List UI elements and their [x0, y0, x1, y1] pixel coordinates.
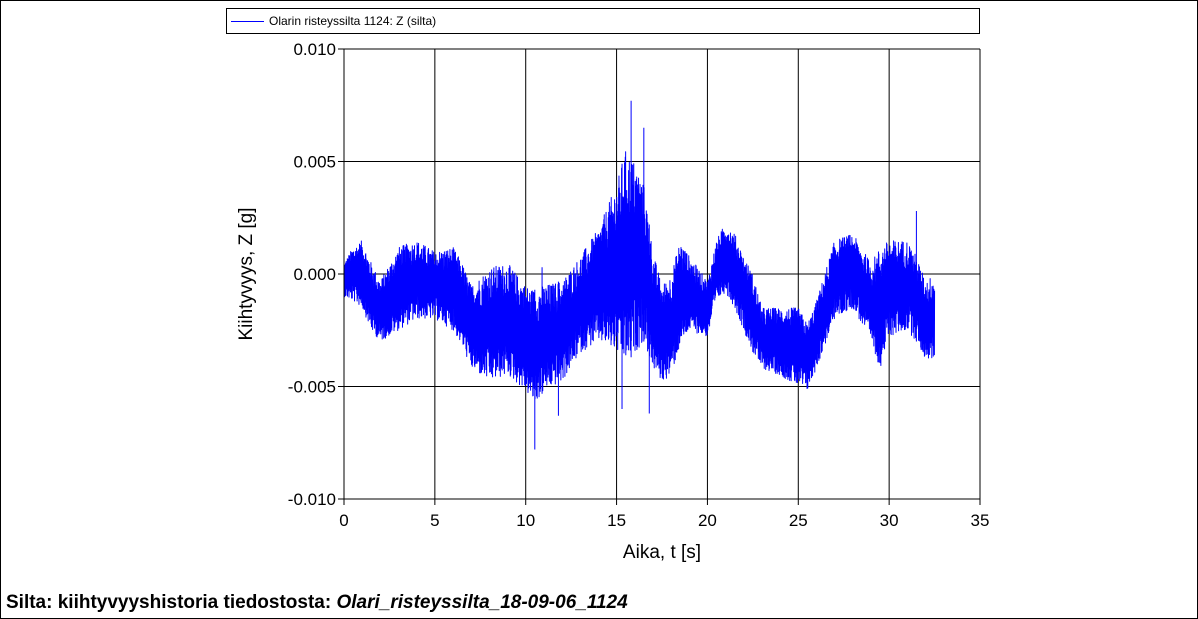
- y-tick-label: -0.005: [288, 378, 336, 397]
- y-tick-label: 0.000: [293, 265, 336, 284]
- y-tick-label: -0.010: [288, 490, 336, 509]
- figure-caption: Silta: kiihtyvyyshistoria tiedostosta: O…: [6, 592, 628, 614]
- tick-labels: 0 5 10 15 20 25 30 35 -0.010 -0.005 0.000 0.005 0.01…: [288, 40, 990, 530]
- series-layer: [343, 100, 936, 450]
- series-line: [343, 100, 936, 450]
- x-tick-label: 10: [516, 511, 535, 530]
- x-tick-label: 15: [607, 511, 626, 530]
- x-axis-label: Aika, t [s]: [623, 542, 701, 563]
- legend-series-label: Olarin risteyssilta 1124: Z (silta): [269, 14, 437, 28]
- y-axis-label: Kiihtyvyys, Z [g]: [236, 207, 257, 340]
- y-tick-label: 0.005: [293, 153, 336, 172]
- y-tick-label: 0.010: [293, 40, 336, 59]
- caption-filename: Olari_risteyssilta_18-09-06_1124: [336, 592, 628, 613]
- axes: [338, 48, 981, 505]
- x-tick-label: 0: [339, 511, 348, 530]
- legend-series-swatch: [231, 21, 264, 22]
- x-tick-label: 35: [971, 511, 990, 530]
- caption-prefix: Silta: kiihtyvyyshistoria tiedostosta:: [6, 592, 332, 613]
- chart: 0 5 10 15 20 25 30 35 -0.010 -0.005 0.000 0.005 0.01…: [236, 40, 990, 563]
- x-tick-label: 5: [430, 511, 439, 530]
- x-tick-label: 30: [880, 511, 899, 530]
- x-tick-label: 20: [698, 511, 717, 530]
- legend: Olarin risteyssilta 1124: Z (silta): [226, 8, 980, 34]
- x-tick-label: 25: [789, 511, 808, 530]
